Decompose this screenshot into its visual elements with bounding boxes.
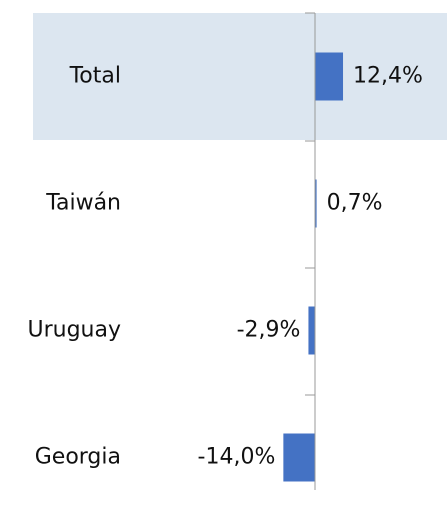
bar (283, 433, 315, 482)
category-label: Total (69, 64, 121, 89)
bar (315, 179, 317, 228)
category-label: Uruguay (28, 318, 122, 343)
value-label: -14,0% (198, 445, 276, 470)
category-label: Taiwán (45, 191, 121, 216)
bar (308, 306, 315, 355)
bar (315, 52, 344, 101)
category-label: Georgia (35, 445, 121, 470)
value-label: 12,4% (353, 64, 423, 89)
value-label: 0,7% (327, 191, 383, 216)
axis-ticks (305, 12, 315, 396)
highlight-row (33, 13, 447, 140)
value-label: -2,9% (237, 318, 301, 343)
